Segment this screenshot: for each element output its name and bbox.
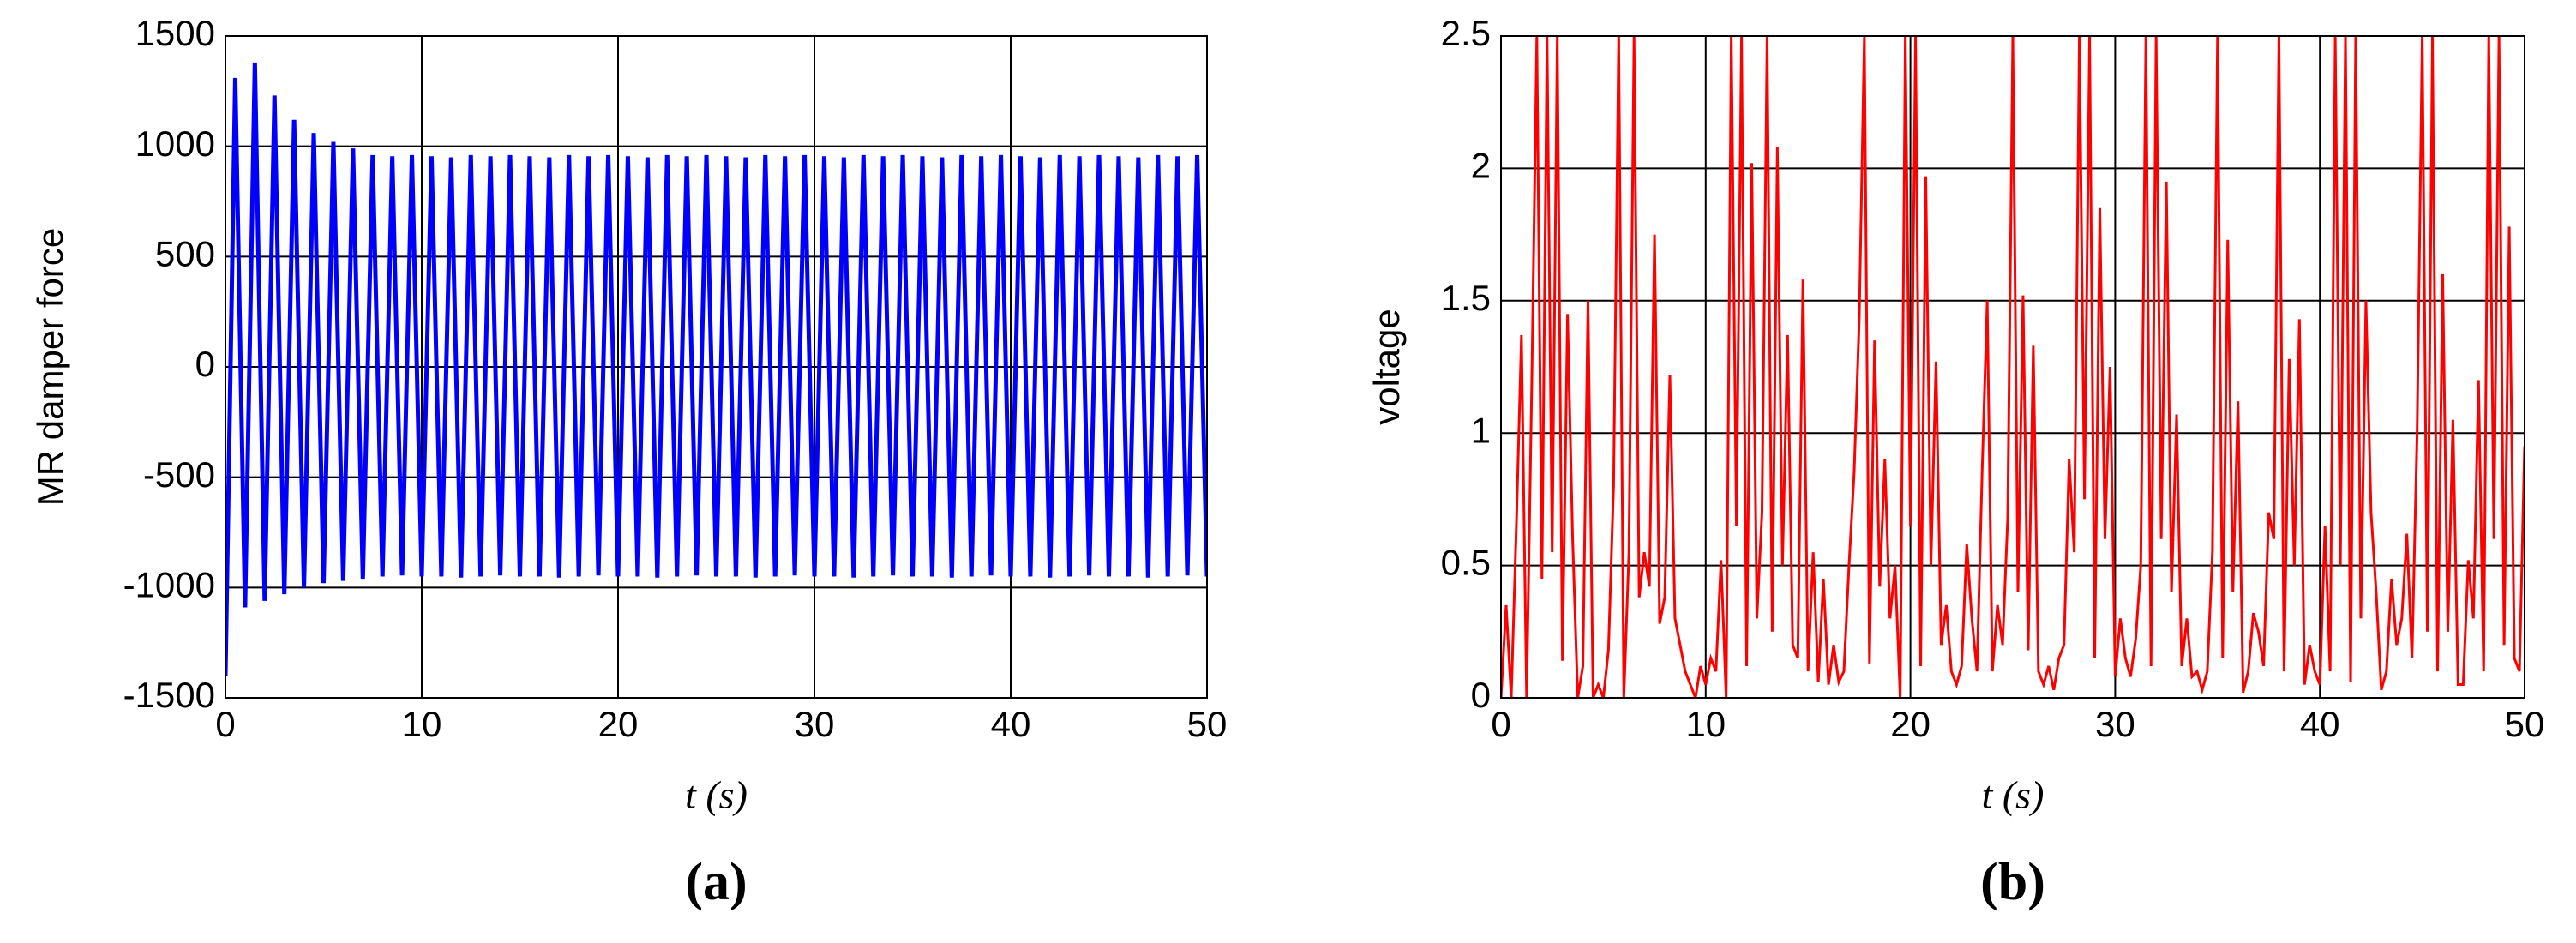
panel-label: (b) [1980, 853, 2045, 911]
plot-frame [225, 35, 1208, 699]
plot-frame [1500, 35, 2525, 699]
y-tick-label: -500 [143, 454, 215, 495]
x-tick-label: 20 [598, 704, 639, 744]
x-tick-label: 10 [1685, 704, 1726, 744]
y-tick-label: 0.5 [1441, 543, 1491, 583]
y-axis-label: MR damper force [30, 228, 70, 506]
x-axis-label: t (s) [685, 773, 748, 817]
y-tick-label: 1000 [135, 123, 215, 164]
y-tick-label: 2.5 [1441, 13, 1491, 53]
chart-panel: 0 10 20 30 40 50 0 0.5 1 1.5 2 2.5 voltage t (s) (b) [1366, 13, 2544, 911]
y-tick-label: 0 [1471, 675, 1491, 715]
y-tick-label: -1500 [123, 675, 215, 715]
y-tick-label: 1 [1471, 410, 1491, 450]
x-tick-label: 10 [402, 704, 442, 744]
y-tick-label: 1.5 [1441, 278, 1491, 318]
x-tick-label: 50 [2505, 704, 2545, 744]
y-tick-label: 2 [1471, 145, 1491, 185]
x-tick-label: 20 [1890, 704, 1930, 744]
data-line [225, 62, 1207, 676]
y-tick-label: 1500 [135, 13, 215, 53]
x-tick-label: 0 [1491, 704, 1510, 744]
chart-panel: 0 10 20 30 40 50 -1500 -1000 -500 0 500 1000 1500 MR … [30, 13, 1227, 911]
panel-label: (a) [685, 853, 747, 911]
x-tick-label: 0 [215, 704, 235, 744]
x-axis-label: t (s) [1982, 773, 2045, 817]
y-tick-label: -1000 [123, 564, 215, 604]
x-tick-label: 30 [795, 704, 835, 744]
y-tick-label: 500 [155, 233, 215, 273]
x-tick-label: 30 [2095, 704, 2135, 744]
y-axis-label: voltage [1366, 309, 1407, 424]
y-tick-label: 0 [195, 344, 215, 384]
data-line [1501, 36, 2525, 698]
x-tick-label: 40 [991, 704, 1031, 744]
x-tick-label: 50 [1187, 704, 1228, 744]
x-tick-label: 40 [2300, 704, 2340, 744]
